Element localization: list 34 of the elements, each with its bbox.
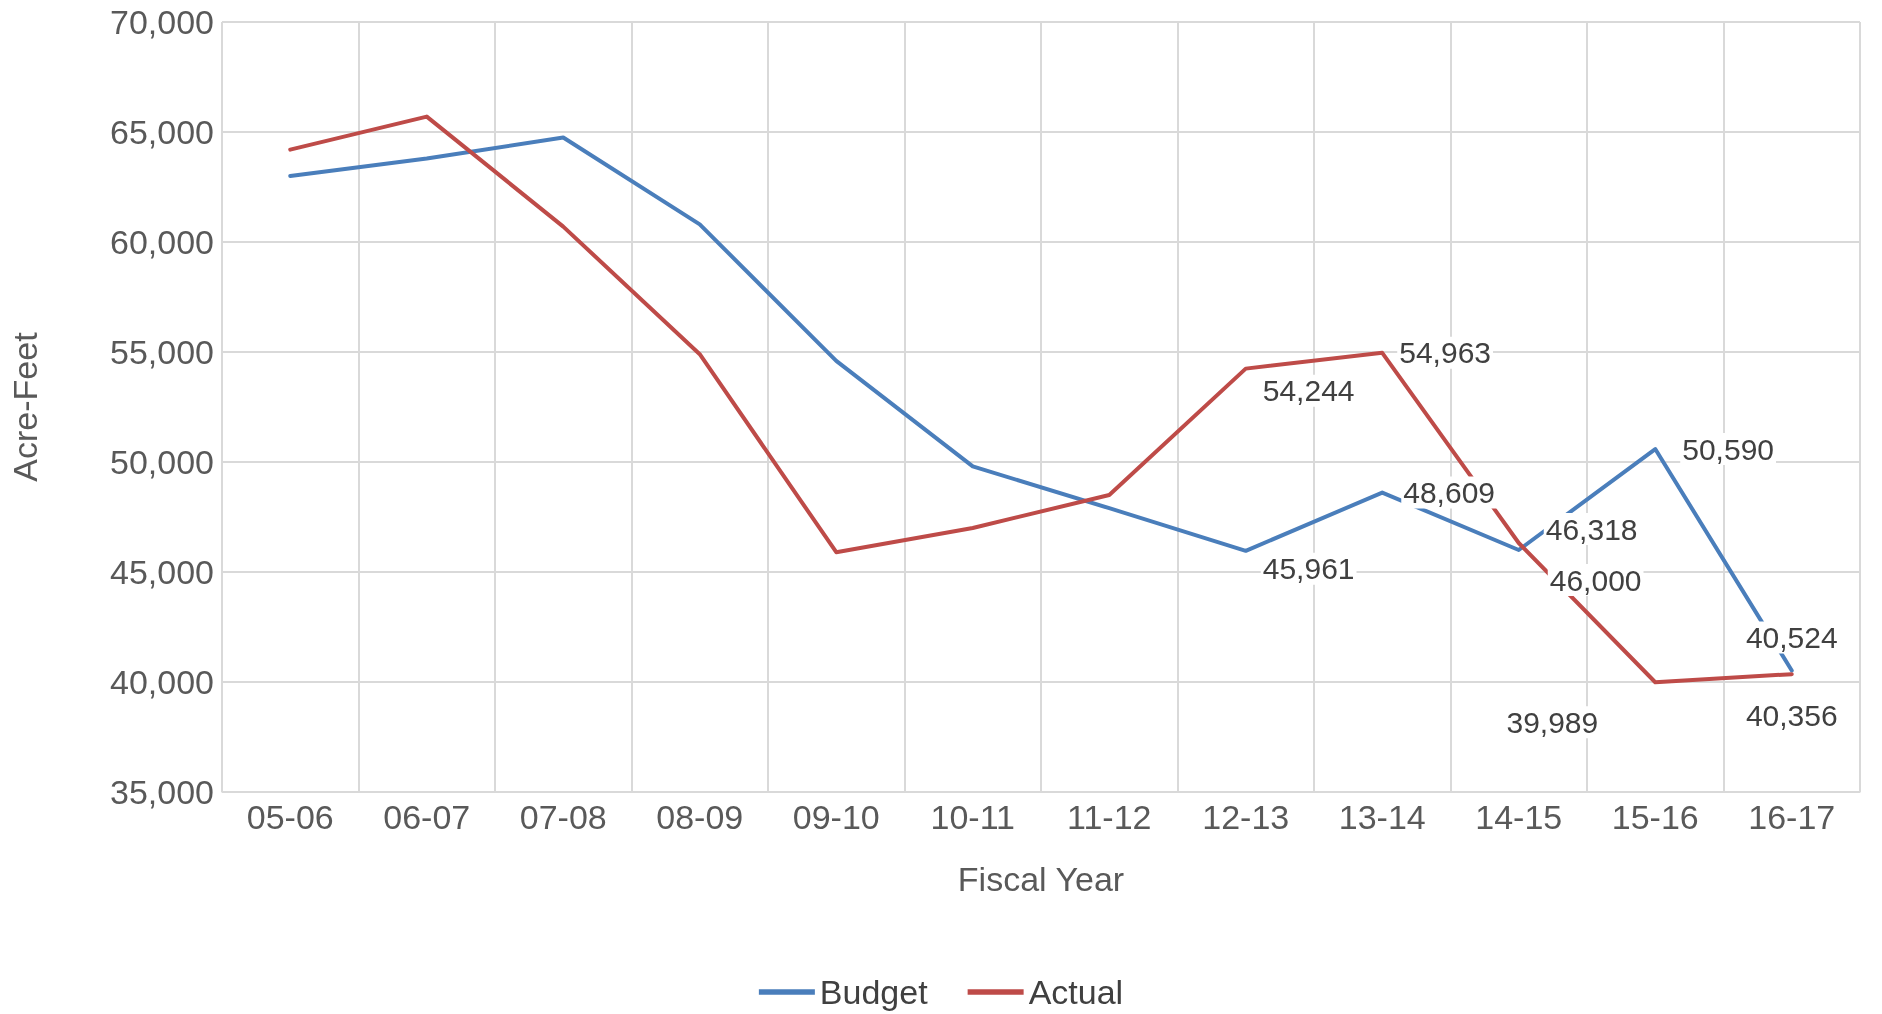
x-tick-label: 14-15 (1475, 798, 1563, 836)
x-tick-label: 10-11 (930, 798, 1015, 836)
data-label: 40,524 (1745, 620, 1838, 654)
x-tick-label: 12-13 (1202, 798, 1290, 836)
y-tick-label: 45,000 (110, 553, 214, 591)
data-label: 54,963 (1399, 336, 1492, 370)
data-label: 46,000 (1549, 563, 1642, 597)
x-tick-label: 06-07 (383, 798, 471, 836)
y-tick-label: 70,000 (110, 3, 214, 41)
y-tick-label: 55,000 (110, 333, 214, 371)
data-label: 40,356 (1745, 698, 1838, 732)
y-tick-label: 60,000 (110, 223, 214, 261)
data-label: 39,989 (1506, 705, 1599, 739)
x-tick-label: 07-08 (519, 798, 607, 836)
x-tick-label: 11-12 (1067, 798, 1152, 836)
x-axis-title: Fiscal Year (957, 860, 1125, 898)
y-axis-title: Acre-Feet (6, 331, 44, 482)
data-label: 46,318 (1545, 512, 1638, 546)
y-tick-label: 35,000 (110, 773, 214, 811)
y-tick-label: 65,000 (110, 113, 214, 151)
y-tick-label: 40,000 (110, 663, 214, 701)
x-tick-label: 09-10 (792, 798, 880, 836)
data-label: 48,609 (1403, 476, 1496, 510)
x-tick-label: 13-14 (1338, 798, 1426, 836)
legend-label: Actual (1028, 973, 1124, 1011)
data-label: 50,590 (1682, 432, 1775, 466)
x-tick-label: 16-17 (1748, 798, 1836, 836)
x-tick-label: 05-06 (246, 798, 334, 836)
y-tick-label: 50,000 (110, 443, 214, 481)
x-tick-label: 08-09 (656, 798, 744, 836)
data-label: 45,961 (1262, 552, 1355, 586)
data-label: 54,244 (1262, 374, 1355, 408)
x-tick-label: 15-16 (1611, 798, 1699, 836)
legend-label: Budget (819, 973, 929, 1011)
